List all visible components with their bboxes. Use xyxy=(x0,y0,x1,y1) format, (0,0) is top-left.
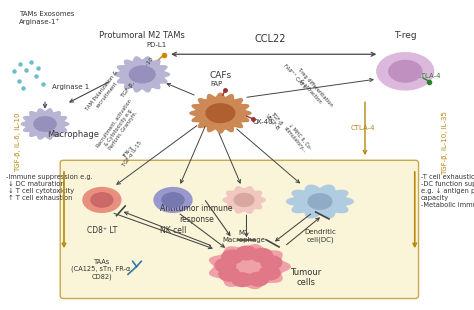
Text: TAAs
(CA125, sTn, FR-α,
CD82): TAAs (CA125, sTn, FR-α, CD82) xyxy=(71,259,133,280)
Text: CCL22: CCL22 xyxy=(255,34,286,44)
Circle shape xyxy=(232,273,253,286)
Circle shape xyxy=(251,248,272,262)
Circle shape xyxy=(389,60,422,82)
Polygon shape xyxy=(21,109,69,139)
Circle shape xyxy=(308,194,332,209)
Circle shape xyxy=(234,193,254,206)
Text: TGF-β, IL-10, IL-35: TGF-β, IL-10, IL-35 xyxy=(442,111,447,175)
Circle shape xyxy=(83,188,121,212)
Text: Protumoral M2 TAMs: Protumoral M2 TAMs xyxy=(99,31,185,40)
Text: TAM Polarization &
recruitment: TAM Polarization & recruitment xyxy=(85,70,124,116)
Circle shape xyxy=(219,268,240,281)
Circle shape xyxy=(154,188,192,212)
Text: CD8⁺ LT: CD8⁺ LT xyxy=(87,226,117,236)
Text: T-reg: T-reg xyxy=(394,31,417,40)
Circle shape xyxy=(215,259,236,272)
Polygon shape xyxy=(287,185,353,218)
Circle shape xyxy=(222,250,243,264)
Circle shape xyxy=(259,266,280,280)
Circle shape xyxy=(129,66,155,83)
Polygon shape xyxy=(223,187,265,213)
Text: Tumour
cells: Tumour cells xyxy=(290,268,321,287)
Text: T-reg differentiation
& attraction: T-reg differentiation & attraction xyxy=(292,67,334,112)
Text: NK cell: NK cell xyxy=(160,226,186,236)
Text: Recruitment, activation
& Cytotoxicity e.g.
Perforin, Granzym.: Recruitment, activation & Cytotoxicity e… xyxy=(95,99,142,156)
Circle shape xyxy=(377,53,434,90)
Polygon shape xyxy=(115,57,170,92)
Text: FAP⁺⁺ CAFs: FAP⁺⁺ CAFs xyxy=(282,63,306,89)
Circle shape xyxy=(206,104,235,122)
Polygon shape xyxy=(190,93,251,133)
Text: PD-L1: PD-L1 xyxy=(146,42,166,48)
Text: Dendritic
cell(DC): Dendritic cell(DC) xyxy=(304,229,336,243)
Text: TGF-β, IL-6, IL-10: TGF-β, IL-6, IL-10 xyxy=(120,57,155,99)
Text: TAMs Exosomes
Arginase-1⁺: TAMs Exosomes Arginase-1⁺ xyxy=(19,11,74,25)
Text: IFN-γ
TGF-α IL-15: IFN-γ TGF-α IL-15 xyxy=(118,137,143,168)
Text: Arginase 1: Arginase 1 xyxy=(52,84,89,91)
Text: TGF-β, IL-6, IL-10: TGF-β, IL-6, IL-10 xyxy=(15,113,21,172)
Polygon shape xyxy=(210,245,290,289)
Text: OX-40: OX-40 xyxy=(252,118,273,125)
Text: CAFs: CAFs xyxy=(210,71,231,81)
Text: TGF-β
VEGF-B: TGF-β VEGF-B xyxy=(264,110,285,132)
Circle shape xyxy=(162,193,184,207)
Circle shape xyxy=(247,272,268,286)
FancyBboxPatch shape xyxy=(60,160,419,299)
Text: CTLA-4: CTLA-4 xyxy=(350,125,375,131)
Text: Antitumor immune
response: Antitumor immune response xyxy=(161,204,233,224)
Circle shape xyxy=(261,256,282,269)
Text: CTLA-4: CTLA-4 xyxy=(416,73,441,79)
Circle shape xyxy=(236,246,257,260)
Text: Macrophage: Macrophage xyxy=(47,130,100,140)
Text: M1
Macrophage: M1 Macrophage xyxy=(223,230,265,243)
Circle shape xyxy=(91,193,113,207)
Text: -Immune suppression e.g.
 ↓ DC maturation
 ↓ T cell cytotoxicity
 ↑ T cell exhau: -Immune suppression e.g. ↓ DC maturation… xyxy=(6,174,92,201)
Text: ↓ MHC II, Co-
stimulatory...: ↓ MHC II, Co- stimulatory... xyxy=(283,122,312,154)
Text: FAP: FAP xyxy=(210,81,222,87)
Circle shape xyxy=(34,117,56,131)
Text: -T cell exhaustion
-DC function suppression
e.g. ↓ antigen presenting
capacity
-: -T cell exhaustion -DC function suppress… xyxy=(421,174,474,208)
